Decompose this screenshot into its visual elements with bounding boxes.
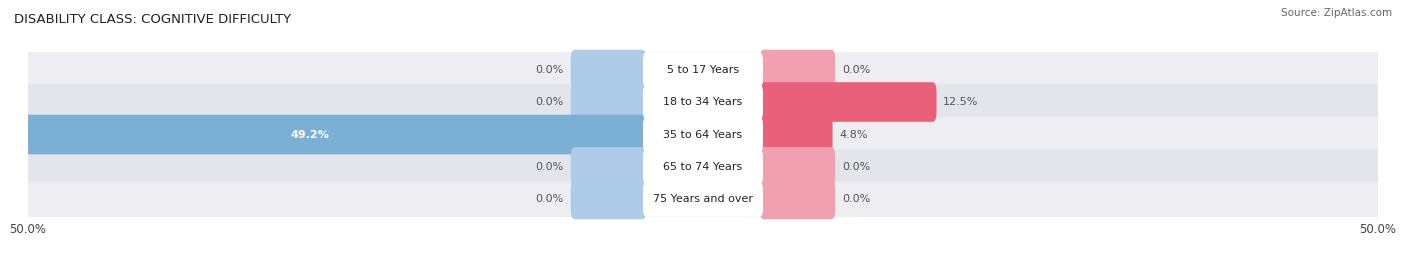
- FancyBboxPatch shape: [0, 115, 647, 154]
- FancyBboxPatch shape: [571, 82, 647, 122]
- Text: Source: ZipAtlas.com: Source: ZipAtlas.com: [1281, 8, 1392, 18]
- Text: 75 Years and over: 75 Years and over: [652, 194, 754, 204]
- FancyBboxPatch shape: [643, 182, 763, 217]
- Text: DISABILITY CLASS: COGNITIVE DIFFICULTY: DISABILITY CLASS: COGNITIVE DIFFICULTY: [14, 13, 291, 26]
- FancyBboxPatch shape: [27, 182, 1379, 217]
- FancyBboxPatch shape: [643, 85, 763, 119]
- Text: 5 to 17 Years: 5 to 17 Years: [666, 65, 740, 75]
- Text: 0.0%: 0.0%: [842, 162, 870, 172]
- FancyBboxPatch shape: [27, 150, 1379, 185]
- Text: 0.0%: 0.0%: [536, 97, 564, 107]
- Text: 18 to 34 Years: 18 to 34 Years: [664, 97, 742, 107]
- Text: 0.0%: 0.0%: [536, 65, 564, 75]
- Text: 0.0%: 0.0%: [536, 162, 564, 172]
- Text: 0.0%: 0.0%: [842, 194, 870, 204]
- FancyBboxPatch shape: [571, 147, 647, 187]
- FancyBboxPatch shape: [643, 52, 763, 87]
- Text: 12.5%: 12.5%: [943, 97, 979, 107]
- FancyBboxPatch shape: [759, 115, 832, 154]
- FancyBboxPatch shape: [759, 50, 835, 89]
- FancyBboxPatch shape: [759, 147, 835, 187]
- FancyBboxPatch shape: [643, 150, 763, 184]
- Text: 0.0%: 0.0%: [842, 65, 870, 75]
- FancyBboxPatch shape: [27, 52, 1379, 87]
- FancyBboxPatch shape: [759, 82, 936, 122]
- FancyBboxPatch shape: [643, 117, 763, 152]
- FancyBboxPatch shape: [27, 117, 1379, 152]
- FancyBboxPatch shape: [571, 50, 647, 89]
- Legend: Male, Female: Male, Female: [641, 264, 765, 269]
- FancyBboxPatch shape: [571, 180, 647, 219]
- FancyBboxPatch shape: [759, 180, 835, 219]
- Text: 35 to 64 Years: 35 to 64 Years: [664, 129, 742, 140]
- Text: 0.0%: 0.0%: [536, 194, 564, 204]
- Text: 49.2%: 49.2%: [291, 129, 329, 140]
- FancyBboxPatch shape: [27, 84, 1379, 119]
- Text: 65 to 74 Years: 65 to 74 Years: [664, 162, 742, 172]
- Text: 4.8%: 4.8%: [839, 129, 868, 140]
